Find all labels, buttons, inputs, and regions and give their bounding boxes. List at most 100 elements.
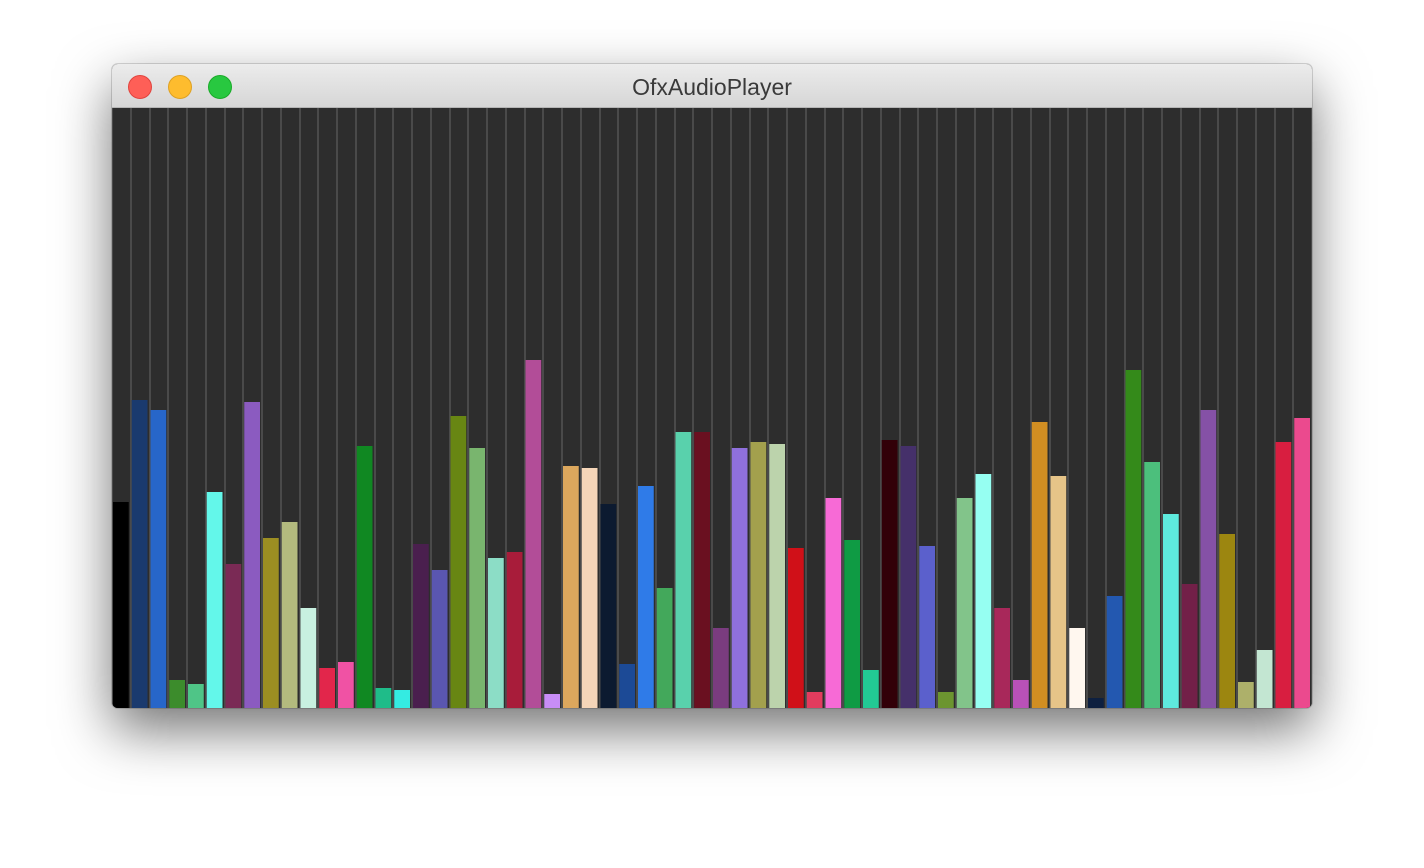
spectrum-bar — [375, 688, 392, 708]
grid-lines — [112, 108, 1312, 708]
spectrum-bar — [1275, 442, 1292, 708]
grid-line — [430, 108, 432, 708]
spectrum-bar — [150, 410, 167, 708]
grid-line — [824, 108, 826, 708]
grid-line — [711, 108, 713, 708]
spectrum-bar — [806, 692, 823, 708]
spectrum-bar — [1256, 650, 1273, 708]
minimize-icon[interactable] — [168, 75, 192, 99]
grid-line — [580, 108, 582, 708]
spectrum-bar — [731, 448, 748, 708]
spectrum-bar — [1163, 514, 1179, 708]
spectrum-bar — [919, 546, 935, 708]
spectrum-bar — [600, 504, 617, 708]
grid-line — [1274, 108, 1276, 708]
spectrum-bar — [844, 540, 860, 708]
grid-line — [786, 108, 788, 708]
spectrum-bar — [300, 608, 317, 708]
spectrum-bar — [1200, 410, 1217, 708]
grid-line — [1049, 108, 1051, 708]
spectrum-bar — [488, 558, 504, 708]
grid-line — [899, 108, 901, 708]
grid-line — [224, 108, 226, 708]
spectrum-bar — [394, 690, 410, 708]
grid-line — [599, 108, 601, 708]
spectrum-bar — [713, 628, 729, 708]
window-title: OfxAudioPlayer — [632, 74, 792, 100]
spectrum-bar — [863, 670, 879, 708]
grid-line — [1105, 108, 1107, 708]
spectrum-bar — [1088, 698, 1104, 708]
grid-line — [1067, 108, 1069, 708]
audio-visualizer — [112, 108, 1312, 708]
spectrum-bar — [244, 402, 260, 708]
grid-line — [242, 108, 244, 708]
grid-line — [467, 108, 469, 708]
spectrum-bar — [638, 486, 654, 708]
zoom-icon[interactable] — [208, 75, 232, 99]
spectrum-bar — [1144, 462, 1160, 708]
spectrum-bar — [188, 684, 204, 708]
spectrum-bar — [1013, 680, 1029, 708]
spectrum-bar — [1106, 596, 1123, 708]
grid-line — [392, 108, 394, 708]
grid-line — [1011, 108, 1013, 708]
spectrum-bar — [1125, 370, 1142, 708]
spectrum-bar — [1031, 422, 1048, 708]
grid-line — [1030, 108, 1032, 708]
grid-line — [992, 108, 994, 708]
grid-line — [130, 108, 132, 708]
grid-line — [1086, 108, 1088, 708]
spectrum-bar — [506, 552, 523, 708]
grid-line — [692, 108, 694, 708]
grid-line — [842, 108, 844, 708]
grid-line — [955, 108, 957, 708]
spectrum-bar — [581, 468, 598, 708]
close-icon[interactable] — [128, 75, 152, 99]
spectrum-bars — [113, 360, 1310, 708]
spectrum-bar — [225, 564, 242, 708]
spectrum-bar — [319, 668, 335, 708]
grid-line — [655, 108, 657, 708]
spectrum-bar — [694, 432, 710, 708]
grid-line — [861, 108, 863, 708]
spectrum-bar — [881, 440, 898, 708]
grid-line — [149, 108, 151, 708]
spectrum-bar — [281, 522, 298, 708]
grid-line — [674, 108, 676, 708]
spectrum-bar — [769, 444, 785, 708]
grid-line — [1217, 108, 1219, 708]
grid-line — [1292, 108, 1294, 708]
grid-line — [261, 108, 263, 708]
grid-line — [411, 108, 413, 708]
spectrum-bar — [544, 694, 560, 708]
spectrum-bar — [1238, 682, 1254, 708]
grid-line — [167, 108, 169, 708]
spectrum-bar — [131, 400, 148, 708]
grid-line — [542, 108, 544, 708]
spectrum-canvas — [112, 108, 1312, 708]
spectrum-bar — [675, 432, 692, 708]
grid-line — [486, 108, 488, 708]
spectrum-bar — [994, 608, 1010, 708]
spectrum-bar — [525, 360, 542, 708]
spectrum-bar — [563, 466, 579, 708]
spectrum-bar — [788, 548, 804, 708]
grid-line — [336, 108, 338, 708]
grid-line — [1311, 108, 1312, 708]
spectrum-bar — [413, 544, 429, 708]
spectrum-bar — [169, 680, 185, 708]
spectrum-bar — [900, 446, 917, 708]
grid-line — [917, 108, 919, 708]
grid-line — [1161, 108, 1163, 708]
grid-line — [374, 108, 376, 708]
grid-line — [299, 108, 301, 708]
spectrum-bar — [356, 446, 373, 708]
spectrum-bar — [469, 448, 485, 708]
grid-line — [805, 108, 807, 708]
grid-line — [1236, 108, 1238, 708]
title-bar[interactable]: OfxAudioPlayer — [112, 64, 1312, 108]
spectrum-bar — [825, 498, 842, 708]
spectrum-bar — [1069, 628, 1085, 708]
grid-line — [449, 108, 451, 708]
